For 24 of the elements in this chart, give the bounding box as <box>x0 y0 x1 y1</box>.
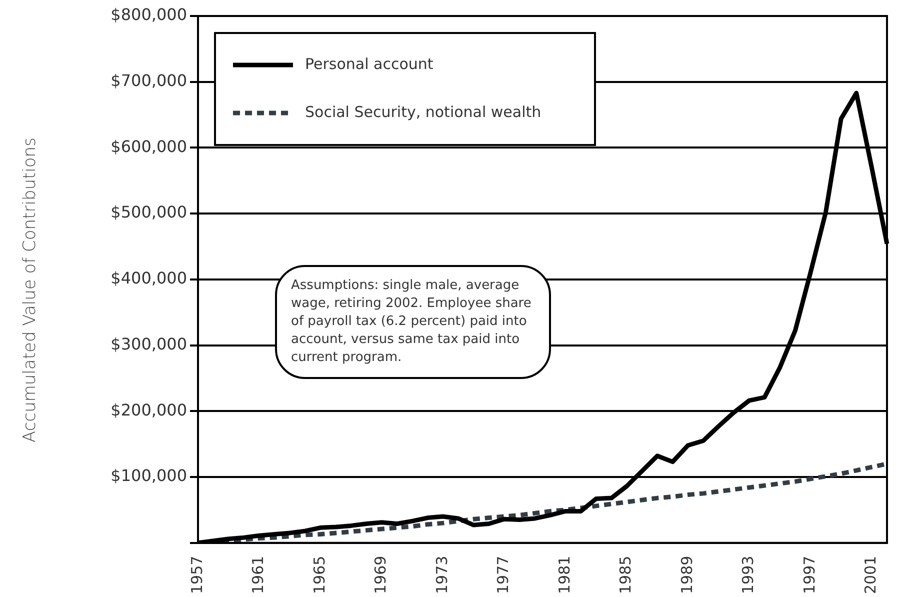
legend-label: Personal account <box>305 54 434 73</box>
y-axis-title: Accumulated Value of Contributions <box>20 136 40 444</box>
y-tick-label: $400,000 <box>110 268 187 288</box>
x-tick-label: 1993 <box>739 556 758 594</box>
x-tick-label: 1961 <box>249 556 268 594</box>
x-tick-label: 1957 <box>188 556 206 594</box>
x-tick-label: 2001 <box>862 556 880 594</box>
x-tick-label: 1977 <box>494 556 512 594</box>
legend-label: Social Security, notional wealth <box>305 102 542 121</box>
x-tick-label: 1969 <box>372 556 390 594</box>
x-tick-label: 1965 <box>310 556 328 594</box>
y-tick-label: $300,000 <box>110 334 187 354</box>
y-tick-label: $700,000 <box>110 71 187 90</box>
x-tick-label: 1981 <box>555 556 574 594</box>
y-tick-label: $800,000 <box>110 5 187 24</box>
y-tick-label: $100,000 <box>110 466 187 486</box>
x-tick-label: 1973 <box>432 556 451 594</box>
annotation: Assumptions: single male, average wage, retiring 2002. Employee share of payroll tax (6.2 percent) paid into account, versus same tax paid into current program. <box>275 265 551 379</box>
x-tick-label: 1989 <box>678 556 696 594</box>
y-tick-label: $200,000 <box>110 400 187 420</box>
x-tick-label: 1997 <box>800 556 818 594</box>
y-tick-label: $500,000 <box>110 202 187 222</box>
y-tick-label: $600,000 <box>110 136 187 156</box>
x-tick-label: 1985 <box>616 556 635 594</box>
